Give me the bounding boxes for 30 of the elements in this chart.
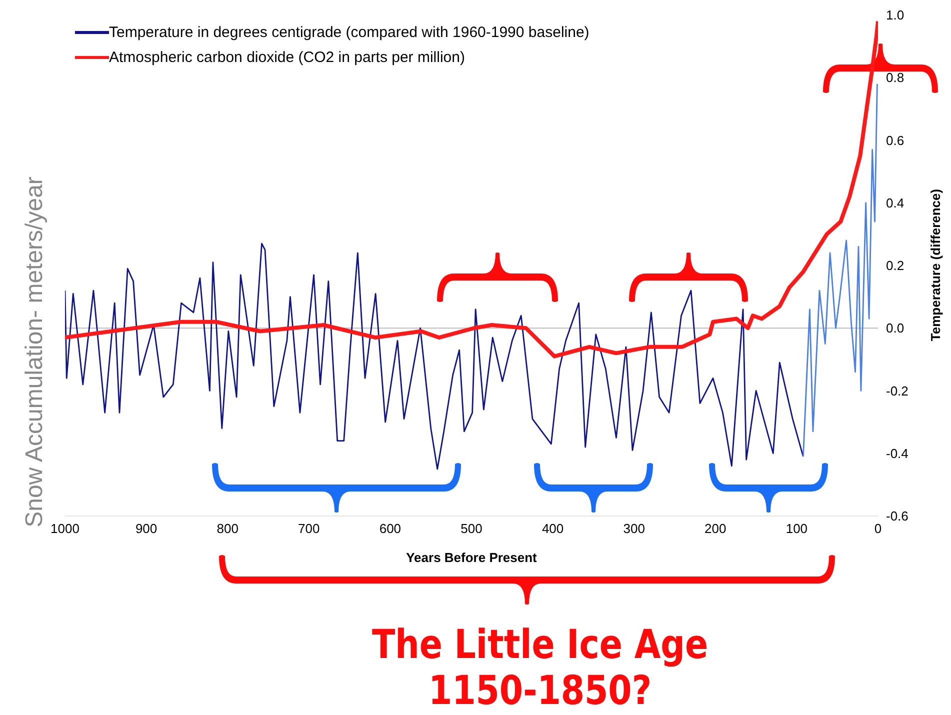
x-axis-title: Years Before Present	[406, 550, 538, 565]
x-tick-label: 900	[135, 521, 158, 536]
y2-tick-label: -0.4	[886, 446, 908, 461]
y2-tick-label: 1.0	[886, 8, 904, 23]
line-series	[65, 19, 878, 358]
x-tick-label: 0	[874, 521, 882, 536]
y2-tick-label: 0.6	[886, 132, 904, 148]
y2-tick-label: 0.0	[886, 320, 904, 336]
text: The Little Ice Age	[370, 622, 710, 668]
y2-tick-label: 0.4	[886, 195, 904, 210]
x-tick-label: 200	[704, 521, 726, 536]
x-tick-label: 600	[379, 521, 402, 536]
x-tick-label: 300	[623, 521, 645, 536]
y2-tick-label: -0.6	[886, 508, 908, 524]
legend-label: Temperature in degrees centigrade (compared with 1960-1990 baseline)	[109, 23, 590, 43]
x-tick-label: 100	[786, 521, 808, 536]
y2-tick-label: -0.2	[886, 383, 908, 398]
y2-tick-label: 0.2	[886, 258, 904, 274]
x-tick-label: 700	[298, 521, 320, 536]
legend-label: Atmospheric carbon dioxide (CO2 in parts per million)	[109, 48, 465, 68]
line-series	[65, 242, 804, 470]
line-series	[802, 83, 878, 458]
x-tick-label: 500	[460, 521, 482, 536]
y-axis-title: Snow Accumulation- meters/year	[21, 176, 48, 528]
x-tick-label: 1000	[50, 521, 80, 536]
x-tick-label: 800	[216, 521, 238, 536]
x-tick-label: 400	[542, 521, 564, 536]
y2-axis-title: Temperature (difference)	[928, 188, 943, 342]
y2-tick-label: 0.8	[886, 70, 904, 86]
text: 1150-1850?	[427, 668, 653, 714]
